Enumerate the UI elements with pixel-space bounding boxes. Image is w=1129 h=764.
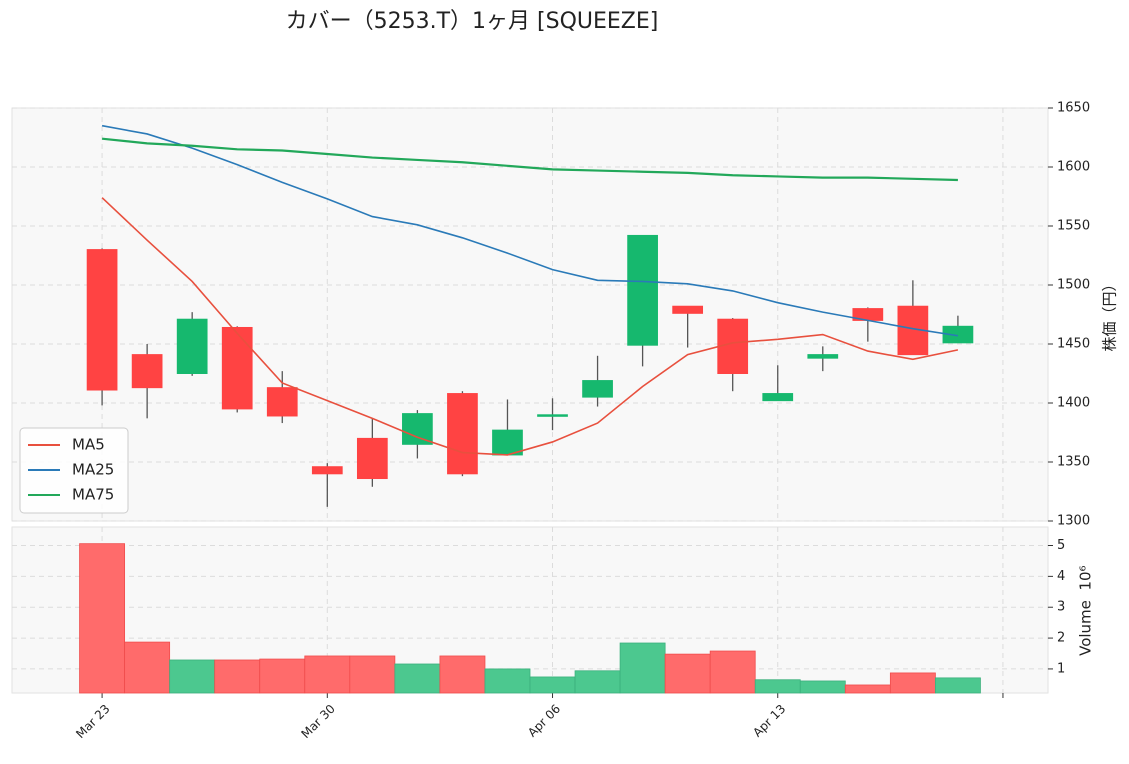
x-tick-label: Mar 23	[73, 702, 112, 741]
candle-body	[492, 429, 523, 456]
y-tick-label: 1450	[1057, 337, 1090, 352]
candle-body	[672, 305, 704, 314]
price-panel	[11, 107, 1049, 522]
volume-tick-label: 2	[1057, 631, 1065, 646]
candle-body	[627, 234, 658, 346]
volume-bar	[394, 663, 441, 694]
legend-box	[19, 427, 129, 514]
candle-body	[221, 326, 253, 410]
legend-label: MA25	[72, 461, 114, 479]
volume-bar	[214, 659, 261, 694]
y-tick-label: 1350	[1057, 455, 1090, 470]
candle-body	[86, 249, 118, 391]
ma-line	[101, 124, 959, 337]
chart-title: カバー（5253.T）1ヶ月 [SQUEEZE]	[286, 9, 659, 34]
volume-bar	[484, 668, 531, 694]
candle-body	[311, 466, 343, 475]
volume-bar	[349, 655, 396, 694]
volume-tick-label: 1	[1057, 661, 1065, 676]
x-tick-label: Apr 06	[525, 702, 563, 740]
volume-bar	[889, 672, 936, 694]
y-tick-label: 1650	[1057, 101, 1090, 116]
ma-line	[101, 197, 959, 456]
candle-body	[762, 393, 794, 402]
candle-body	[717, 318, 749, 374]
x-tick-label: Mar 30	[298, 702, 337, 741]
legend-label: MA75	[72, 486, 114, 504]
volume-bar	[754, 679, 801, 694]
legend-label: MA5	[72, 436, 105, 454]
volume-bar	[304, 655, 351, 694]
y-tick-label: 1500	[1057, 278, 1090, 293]
volume-tick-label: 4	[1057, 569, 1065, 584]
candle-body	[402, 413, 433, 445]
y-tick-label: 1400	[1057, 396, 1090, 411]
candle-body	[942, 325, 974, 344]
volume-bar	[574, 670, 621, 694]
volume-bar	[709, 650, 756, 694]
y-axis-label: 株価（円）	[1101, 276, 1119, 351]
volume-bar	[79, 543, 126, 694]
y-tick-label: 1300	[1057, 514, 1090, 529]
volume-bar	[619, 642, 666, 694]
candle-body	[582, 380, 613, 398]
volume-bar	[259, 658, 306, 694]
volume-tick-label: 3	[1057, 600, 1065, 615]
candle-body	[266, 387, 298, 417]
volume-bar	[664, 653, 711, 694]
x-tick-label: Apr 13	[750, 702, 788, 740]
y-tick-label: 1550	[1057, 219, 1090, 234]
ma-line	[101, 137, 958, 182]
volume-tick-label: 5	[1057, 538, 1065, 553]
volume-bar	[124, 641, 171, 694]
volume-bar	[844, 684, 891, 694]
volume-bar	[529, 676, 576, 694]
volume-axis-label: Volume	[1077, 600, 1095, 656]
volume-bar	[934, 677, 981, 694]
volume-scale: 10⁶	[1077, 565, 1095, 590]
candle-body	[356, 437, 388, 480]
volume-bar	[799, 680, 846, 694]
candle-body	[447, 393, 478, 475]
y-tick-label: 1600	[1057, 160, 1090, 175]
volume-bar	[169, 659, 216, 694]
candle-body	[131, 354, 163, 389]
candle-body	[807, 354, 839, 359]
candle-body	[176, 318, 208, 374]
candle-body	[537, 414, 568, 417]
volume-bar	[439, 655, 486, 694]
